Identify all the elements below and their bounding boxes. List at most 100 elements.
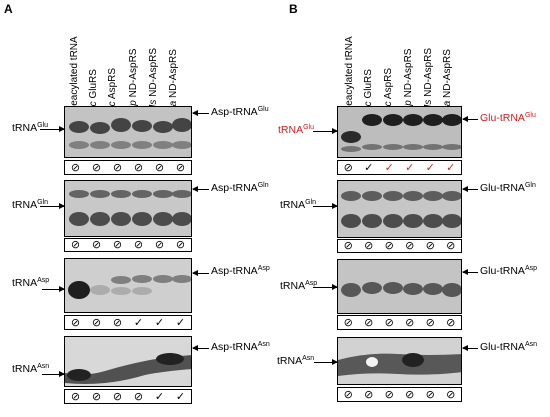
mark-strip-b-glu: ⊘ ✓ ✓ ✓ ✓ ✓	[337, 160, 462, 175]
blot-a-asn	[64, 336, 192, 387]
mark-b-asn-4: ⊘	[405, 388, 415, 401]
mark-b-asn-2: ⊘	[364, 388, 374, 401]
right-label-b-gln: Glu-tRNAGln	[480, 182, 536, 194]
blot-a-asp	[64, 258, 192, 313]
mark-a-gln-2: ⊘	[91, 239, 102, 251]
lane-label-b-ms-nd-asprs: Ms ND-AspRS	[423, 47, 434, 113]
mark-b-gln-2: ⊘	[364, 240, 374, 252]
mark-strip-b-gln: ⊘ ⊘ ⊘ ⊘ ⊘ ⊘	[337, 239, 462, 253]
row-label-a-glu: tRNAGlu	[12, 122, 48, 134]
arrow-b-asp-left	[313, 284, 338, 290]
mark-b-gln-5: ⊘	[425, 240, 435, 252]
arrow-b-asp-right	[462, 269, 478, 275]
arrow-a-asn-right	[192, 345, 209, 351]
arrow-a-gln-right	[192, 186, 209, 192]
lane-label-ms-nd-asprs: Ms ND-AspRS	[148, 47, 159, 113]
panel-letter-b: B	[289, 2, 298, 16]
mark-b-asn-6: ⊘	[446, 388, 456, 401]
mark-a-glu-6: ⊘	[175, 161, 186, 174]
row-label-a-gln: tRNAGln	[12, 199, 48, 211]
mark-a-glu-4: ⊘	[133, 161, 144, 174]
mark-strip-a-glu: ⊘ ⊘ ⊘ ⊘ ⊘ ⊘	[64, 160, 192, 175]
mark-b-asp-2: ⊘	[364, 316, 374, 329]
right-label-a-gln: Asp-tRNAGln	[211, 182, 269, 194]
right-label-b-glu: Glu-tRNAGlu	[480, 112, 536, 124]
mark-b-gln-3: ⊘	[384, 240, 394, 252]
row-label-b-asn: tRNAAsn	[277, 355, 315, 367]
mark-strip-a-asn: ⊘ ⊘ ⊘ ⊘ ✓ ✓	[64, 389, 192, 404]
mark-a-asp-2: ⊘	[91, 316, 102, 329]
mark-a-gln-6: ⊘	[175, 239, 186, 251]
panel-letter-a: A	[4, 2, 13, 16]
mark-b-asp-4: ⊘	[405, 316, 415, 329]
mark-a-asn-1: ⊘	[70, 390, 81, 403]
mark-a-asp-6: ✓	[175, 316, 186, 329]
mark-b-glu-4: ✓	[405, 161, 415, 174]
mark-a-glu-3: ⊘	[112, 161, 123, 174]
arrow-a-asn-left	[42, 371, 65, 377]
mark-a-gln-1: ⊘	[70, 239, 81, 251]
mark-a-asn-6: ✓	[175, 390, 186, 403]
lane-label-sa-nd-asprs: Sa ND-AspRS	[168, 49, 179, 113]
mark-a-glu-2: ⊘	[91, 161, 102, 174]
mark-strip-a-gln: ⊘ ⊘ ⊘ ⊘ ⊘ ⊘	[64, 238, 192, 252]
blot-b-asp	[337, 259, 462, 314]
mark-a-asn-5: ✓	[154, 390, 165, 403]
right-label-a-asp: Asp-tRNAAsp	[211, 265, 270, 277]
blot-a-asn-bands	[65, 353, 191, 384]
arrow-b-asn-right	[462, 345, 478, 351]
blot-a-gln	[64, 180, 192, 237]
arrow-b-glu-left	[313, 128, 338, 134]
mark-b-glu-5: ✓	[425, 161, 435, 174]
right-label-b-asp: Glu-tRNAAsp	[480, 265, 537, 277]
mark-b-gln-1: ⊘	[343, 240, 353, 252]
mark-a-asp-3: ⊘	[112, 316, 123, 329]
blot-a-glu-bands	[69, 118, 191, 149]
blot-b-gln-bands	[341, 191, 461, 228]
mark-b-asn-1: ⊘	[343, 388, 353, 401]
lane-label-b-deacylated: Deacylated tRNA	[344, 36, 355, 113]
row-label-b-asp: tRNAAsp	[280, 280, 318, 292]
mark-a-gln-5: ⊘	[154, 239, 165, 251]
arrow-b-glu-right	[462, 116, 478, 122]
right-label-a-asn: Asp-tRNAAsn	[211, 341, 270, 353]
mark-a-asp-4: ✓	[133, 316, 144, 329]
arrow-a-glu-right	[192, 110, 209, 116]
mark-strip-a-asp: ⊘ ⊘ ⊘ ✓ ✓ ✓	[64, 315, 192, 330]
mark-b-glu-3: ✓	[384, 161, 394, 174]
blot-b-asn	[337, 337, 462, 385]
mark-b-asp-5: ⊘	[425, 316, 435, 329]
row-label-b-glu: tRNAGlu	[278, 124, 314, 136]
blot-b-asn-bands	[338, 353, 461, 376]
blot-a-gln-bands	[69, 190, 191, 226]
lane-label-deacylated: Deacylated tRNA	[69, 36, 80, 113]
mark-a-asp-5: ✓	[154, 316, 165, 329]
right-label-a-glu: Asp-tRNAGlu	[211, 106, 269, 118]
arrow-a-asp-right	[192, 270, 209, 276]
mark-strip-b-asp: ⊘ ⊘ ⊘ ⊘ ⊘ ⊘	[337, 315, 462, 330]
mark-b-asp-1: ⊘	[343, 316, 353, 329]
mark-b-asp-6: ⊘	[446, 316, 456, 329]
mark-b-asn-3: ⊘	[384, 388, 394, 401]
mark-b-glu-6: ✓	[446, 161, 456, 174]
blot-b-glu-bands	[341, 114, 461, 152]
mark-a-gln-4: ⊘	[133, 239, 144, 251]
row-label-b-gln: tRNAGln	[280, 199, 316, 211]
lane-label-hp-nd-asprs: Hp ND-AspRS	[128, 48, 139, 113]
mark-a-gln-3: ⊘	[112, 239, 123, 251]
arrow-a-glu-left	[40, 126, 65, 132]
mark-b-glu-1: ⊘	[343, 161, 353, 174]
lane-label-b-hp-nd-asprs: Hp ND-AspRS	[403, 48, 414, 113]
mark-strip-b-asn: ⊘ ⊘ ⊘ ⊘ ⊘ ⊘	[337, 387, 462, 402]
blot-b-gln	[337, 180, 462, 238]
blot-b-asp-bands	[341, 282, 461, 297]
mark-a-asn-3: ⊘	[112, 390, 123, 403]
mark-b-asp-3: ⊘	[384, 316, 394, 329]
mark-a-asn-2: ⊘	[91, 390, 102, 403]
blot-b-glu	[337, 106, 462, 158]
mark-b-asn-5: ⊘	[425, 388, 435, 401]
arrow-b-asn-left	[314, 359, 338, 365]
right-label-b-asn: Glu-tRNAAsn	[480, 341, 537, 353]
row-label-a-asp: tRNAAsp	[12, 277, 50, 289]
mark-b-gln-4: ⊘	[405, 240, 415, 252]
